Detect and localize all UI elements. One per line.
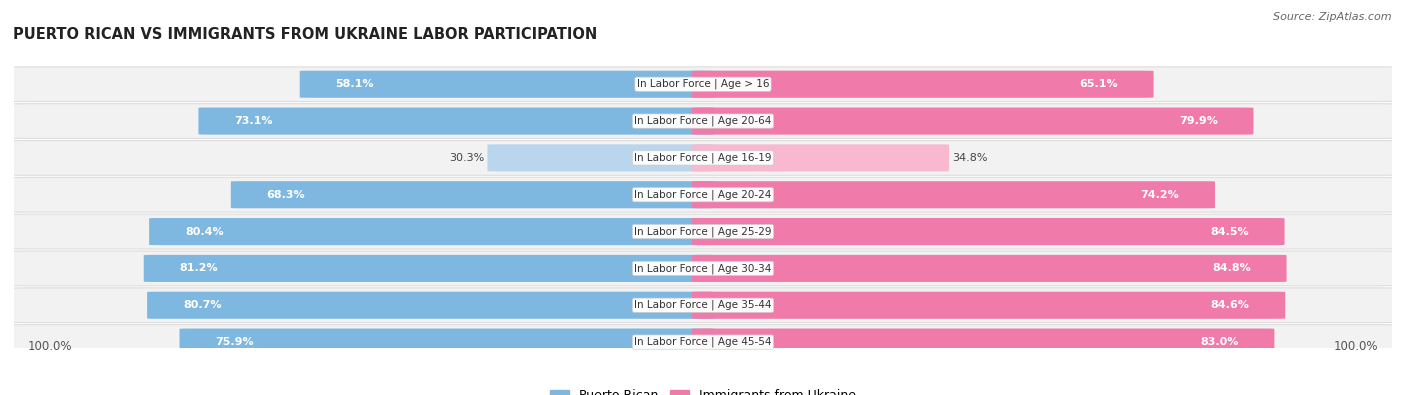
Text: In Labor Force | Age 20-24: In Labor Force | Age 20-24: [634, 190, 772, 200]
FancyBboxPatch shape: [148, 292, 714, 319]
FancyBboxPatch shape: [180, 329, 714, 356]
Text: 65.1%: 65.1%: [1078, 79, 1118, 89]
Text: In Labor Force | Age > 16: In Labor Force | Age > 16: [637, 79, 769, 90]
Text: 83.0%: 83.0%: [1201, 337, 1239, 347]
Text: 84.8%: 84.8%: [1212, 263, 1251, 273]
FancyBboxPatch shape: [143, 255, 714, 282]
Text: 73.1%: 73.1%: [235, 116, 273, 126]
FancyBboxPatch shape: [692, 292, 1285, 319]
Text: 58.1%: 58.1%: [336, 79, 374, 89]
FancyBboxPatch shape: [692, 107, 1254, 135]
Text: 81.2%: 81.2%: [180, 263, 218, 273]
Text: 30.3%: 30.3%: [450, 153, 485, 163]
Text: In Labor Force | Age 30-34: In Labor Force | Age 30-34: [634, 263, 772, 274]
Text: Source: ZipAtlas.com: Source: ZipAtlas.com: [1274, 12, 1392, 22]
Text: 80.4%: 80.4%: [186, 227, 224, 237]
FancyBboxPatch shape: [11, 177, 1395, 212]
Text: 68.3%: 68.3%: [267, 190, 305, 200]
FancyBboxPatch shape: [692, 329, 1274, 356]
Text: In Labor Force | Age 20-64: In Labor Force | Age 20-64: [634, 116, 772, 126]
FancyBboxPatch shape: [11, 251, 1395, 286]
Text: PUERTO RICAN VS IMMIGRANTS FROM UKRAINE LABOR PARTICIPATION: PUERTO RICAN VS IMMIGRANTS FROM UKRAINE …: [13, 27, 598, 42]
Text: 84.5%: 84.5%: [1211, 227, 1249, 237]
FancyBboxPatch shape: [11, 214, 1395, 249]
FancyBboxPatch shape: [692, 255, 1286, 282]
Text: In Labor Force | Age 25-29: In Labor Force | Age 25-29: [634, 226, 772, 237]
FancyBboxPatch shape: [692, 181, 1215, 208]
FancyBboxPatch shape: [198, 107, 714, 135]
FancyBboxPatch shape: [11, 325, 1395, 359]
FancyBboxPatch shape: [231, 181, 714, 208]
FancyBboxPatch shape: [299, 71, 714, 98]
FancyBboxPatch shape: [11, 67, 1395, 102]
FancyBboxPatch shape: [11, 141, 1395, 175]
FancyBboxPatch shape: [692, 218, 1285, 245]
FancyBboxPatch shape: [11, 103, 1395, 139]
Text: 75.9%: 75.9%: [215, 337, 254, 347]
Text: In Labor Force | Age 16-19: In Labor Force | Age 16-19: [634, 152, 772, 163]
Text: In Labor Force | Age 35-44: In Labor Force | Age 35-44: [634, 300, 772, 310]
Text: 79.9%: 79.9%: [1178, 116, 1218, 126]
Text: In Labor Force | Age 45-54: In Labor Force | Age 45-54: [634, 337, 772, 347]
Text: 100.0%: 100.0%: [28, 340, 72, 353]
Legend: Puerto Rican, Immigrants from Ukraine: Puerto Rican, Immigrants from Ukraine: [544, 384, 862, 395]
FancyBboxPatch shape: [149, 218, 714, 245]
Text: 34.8%: 34.8%: [952, 153, 987, 163]
FancyBboxPatch shape: [11, 288, 1395, 323]
Text: 80.7%: 80.7%: [183, 300, 222, 310]
FancyBboxPatch shape: [488, 144, 714, 171]
FancyBboxPatch shape: [692, 71, 1153, 98]
FancyBboxPatch shape: [692, 144, 949, 171]
Text: 84.6%: 84.6%: [1211, 300, 1250, 310]
Text: 74.2%: 74.2%: [1140, 190, 1180, 200]
Text: 100.0%: 100.0%: [1334, 340, 1378, 353]
